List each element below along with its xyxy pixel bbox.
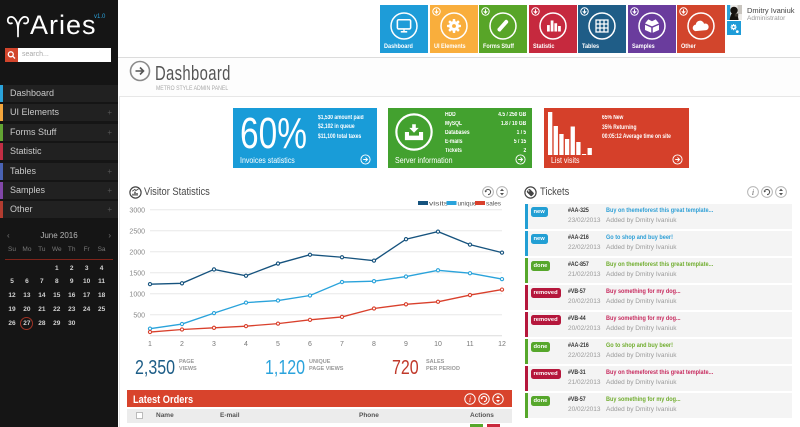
svg-text:4: 4 xyxy=(244,341,248,348)
svg-text:i: i xyxy=(469,394,471,403)
svg-text:2500: 2500 xyxy=(129,228,145,235)
svg-text:500: 500 xyxy=(133,312,145,319)
svg-text:8: 8 xyxy=(372,341,376,348)
svg-text:5: 5 xyxy=(276,341,280,348)
svg-text:1: 1 xyxy=(148,341,152,348)
svg-text:i: i xyxy=(752,188,754,197)
svg-text:2000: 2000 xyxy=(129,249,145,256)
svg-text:6: 6 xyxy=(308,341,312,348)
svg-text:10: 10 xyxy=(434,341,442,348)
svg-text:1000: 1000 xyxy=(129,291,145,298)
svg-text:9: 9 xyxy=(404,341,408,348)
svg-text:3000: 3000 xyxy=(129,207,145,214)
svg-text:visits: visits xyxy=(429,201,449,208)
svg-text:3: 3 xyxy=(212,341,216,348)
svg-text:7: 7 xyxy=(340,341,344,348)
svg-text:sales: sales xyxy=(486,201,502,208)
svg-text:1500: 1500 xyxy=(129,270,145,277)
svg-text:2: 2 xyxy=(180,341,184,348)
svg-text:12: 12 xyxy=(498,341,506,348)
svg-text:unique: unique xyxy=(458,201,477,208)
svg-text:11: 11 xyxy=(466,341,473,348)
